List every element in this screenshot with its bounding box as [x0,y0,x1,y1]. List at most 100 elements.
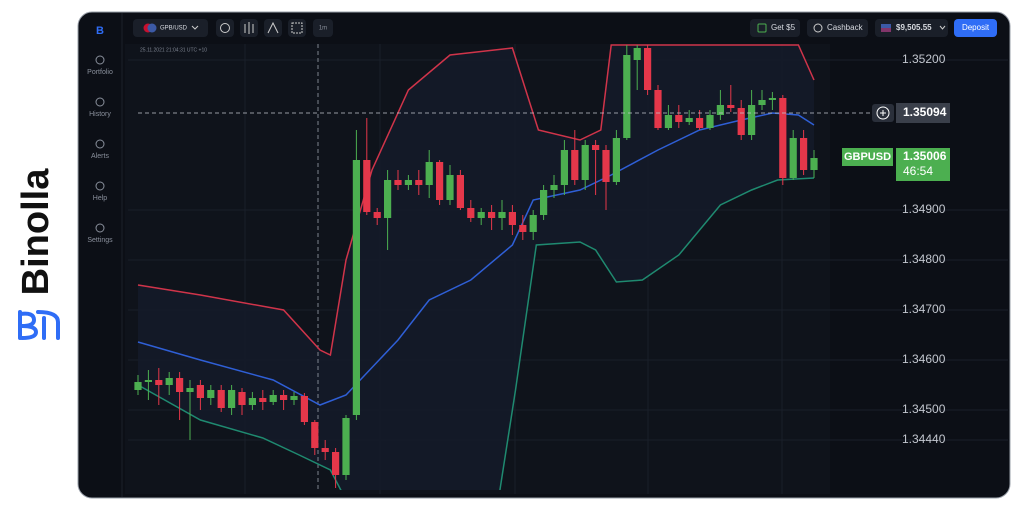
sidebar-label: Alerts [91,153,109,160]
candle-body [571,150,579,180]
candle-body [477,212,485,218]
drawing-button[interactable] [264,19,282,37]
plus-icon [876,106,890,120]
candle-body [508,212,516,225]
pair-name: GPB/USD [160,26,188,32]
candle-body [612,138,620,182]
candle-body [384,180,392,218]
candle-body [654,90,662,128]
candle-body [550,185,558,190]
bonus-label: Get $5 [771,23,796,32]
candle-body [373,212,381,218]
crosshair-price-box [896,103,950,123]
sidebar-label: Help [93,195,108,202]
y-tick-label: 1.34900 [902,202,946,216]
candle-body [134,382,142,390]
sidebar-icon[interactable] [95,97,105,107]
cashback-button[interactable] [807,19,868,37]
flag-icon [881,24,891,32]
cashback-label: Cashback [827,23,864,32]
candle-body [186,388,194,392]
candle-body [748,105,756,135]
pair-selector[interactable] [133,19,208,37]
candle-body [248,398,256,405]
candle-body [633,48,641,60]
candle-body [685,118,693,122]
info-icon [220,23,230,33]
candle-body [238,392,246,405]
indicators-icon [244,22,254,34]
chevron [191,25,199,30]
symbol-box [842,148,893,166]
sidebar-label: History [89,111,111,118]
crosshair-price: 1.35094 [903,105,947,119]
symbol: GBPUSD [844,151,891,163]
candle-body [716,105,724,115]
y-tick-label: 1.34700 [902,302,946,316]
candle-body [810,158,818,170]
candle-body [300,396,308,422]
candle-body [436,162,444,200]
y-tick-label: 1.34440 [902,432,946,446]
topbar: GPB/USD 1m Get $5 Cashback $9,505.55 Dep… [133,19,997,37]
candle-body [342,418,350,475]
sidebar-logo: B [96,25,104,37]
candle-body [259,398,267,402]
gift-icon [757,23,767,33]
candle-body [727,105,735,108]
current-price: 1.35006 [903,149,947,163]
candle-body [446,175,454,200]
candle-body [425,162,433,185]
candle-body [144,380,152,382]
brand-logo [18,310,60,340]
current-price-box [896,148,950,181]
band-lower [137,177,815,490]
candle-body [415,180,423,185]
candle-body [529,215,537,232]
candle-body [644,48,652,90]
candle-body [467,208,475,218]
candle-body [706,115,714,128]
candle-body [488,212,496,218]
candle-body [394,180,402,185]
chevron [939,25,946,30]
info-button[interactable] [216,19,234,37]
candle-body [290,396,298,400]
candle-body [311,422,319,448]
candle-body [165,378,173,385]
candle-body [498,212,506,218]
countdown: 46:54 [903,164,933,178]
sidebar-icon[interactable] [95,139,105,149]
candle-body [217,390,225,408]
y-tick-label: 1.34800 [902,252,946,266]
candle-body [363,160,371,212]
candle-body [196,385,204,398]
candle-body [675,115,683,122]
screenshot-icon [291,22,303,34]
deposit-label: Deposit [962,23,990,32]
timestamp: 25.11.2021 21:04:31 UTC +10 [140,47,207,53]
candle-body [540,190,548,215]
band-upper [137,44,815,357]
sidebar-icon[interactable] [95,181,105,191]
candle-body [404,180,412,185]
sidebar-icon[interactable] [95,55,105,65]
candle-body [737,108,745,135]
candle-body [269,395,277,402]
y-tick-label: 1.35200 [902,52,946,66]
y-tick-label: 1.34500 [902,402,946,416]
screenshot-button[interactable] [288,19,306,37]
drawing-icon [267,21,279,34]
timeframe-button[interactable] [313,19,333,37]
balance: $9,505.55 [896,23,932,32]
candle-body [207,390,215,398]
plus-sign [880,110,886,116]
candle-body [592,145,600,150]
sidebar-icon[interactable] [95,223,105,233]
balance-button[interactable] [875,19,948,37]
candle-body [602,150,610,182]
deposit-button[interactable] [954,19,997,37]
sidebar-label: Portfolio [87,69,113,76]
